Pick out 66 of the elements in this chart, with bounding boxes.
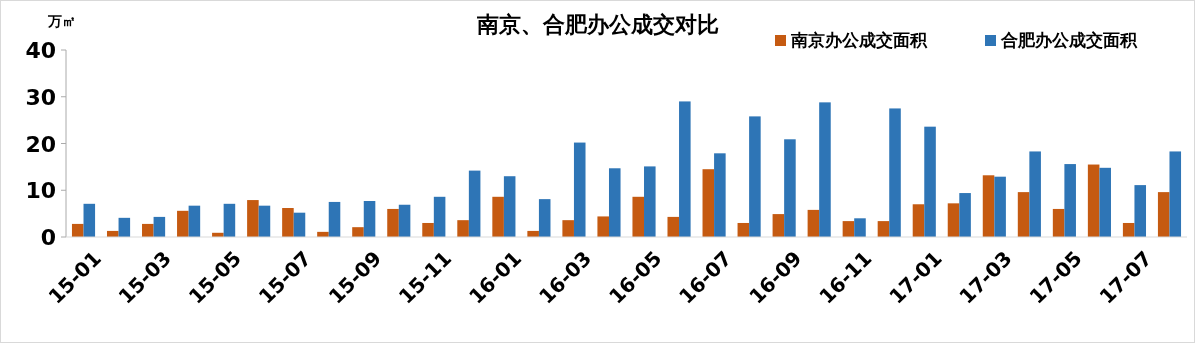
bar: [632, 196, 645, 237]
bar: [1052, 208, 1065, 237]
bar: [947, 203, 960, 237]
bar: [1029, 151, 1041, 237]
bar: [363, 201, 376, 237]
bar: [877, 221, 890, 237]
bar: [819, 102, 831, 237]
bar: [772, 214, 785, 237]
y-tick-label: 40: [25, 38, 56, 63]
title: 南京、合肥办公成交对比: [476, 12, 719, 37]
y-tick-label: 0: [40, 225, 56, 250]
bar: [1134, 185, 1147, 237]
bar: [749, 116, 761, 237]
bar: [924, 126, 936, 237]
bar: [982, 175, 995, 237]
legend-label: 合肥办公成交面积: [1000, 30, 1138, 50]
bar: [854, 218, 866, 237]
bar: [644, 166, 656, 237]
bar: [223, 203, 236, 237]
bar: [83, 203, 96, 237]
bar: [1099, 167, 1111, 237]
bar: [714, 153, 726, 237]
bar: [597, 216, 609, 237]
bar: [679, 101, 691, 237]
bar: [667, 216, 680, 237]
bar: [994, 176, 1006, 237]
bar: [1087, 164, 1100, 237]
bar: [422, 222, 434, 237]
bar: [1169, 151, 1182, 237]
bar: [293, 212, 306, 237]
ylabel: 万㎡: [48, 13, 76, 29]
bar: [1157, 192, 1170, 237]
bar: [912, 204, 925, 237]
bar: [784, 139, 796, 237]
y-tick-label: 10: [25, 178, 56, 204]
bar: [889, 108, 901, 237]
bar: [492, 196, 504, 237]
bar: [573, 142, 586, 237]
bar: [282, 208, 294, 237]
bar: [188, 205, 201, 237]
bar: [608, 168, 621, 237]
bar: [398, 204, 411, 237]
bar: [468, 170, 481, 237]
bar: [352, 227, 364, 237]
bar: [538, 199, 551, 237]
legend-label: 南京办公成交面积: [790, 30, 928, 50]
bar: [503, 176, 516, 237]
bar: [842, 221, 855, 237]
bar: [807, 209, 820, 237]
bar: [433, 196, 446, 237]
bar: [959, 193, 971, 237]
bar: [1064, 164, 1076, 237]
bar: [258, 205, 271, 237]
y-tick-label: 20: [25, 131, 56, 157]
bar: [562, 220, 574, 237]
bar: [153, 216, 166, 237]
y-tick-label: 30: [25, 84, 56, 110]
bar: [1017, 192, 1030, 237]
bar: [457, 220, 469, 237]
bar: [71, 223, 84, 237]
bar: [247, 200, 259, 237]
bar: [177, 210, 189, 237]
bar: [702, 169, 715, 237]
bar: [328, 201, 341, 237]
bar: [387, 208, 399, 237]
bar: [142, 223, 154, 237]
